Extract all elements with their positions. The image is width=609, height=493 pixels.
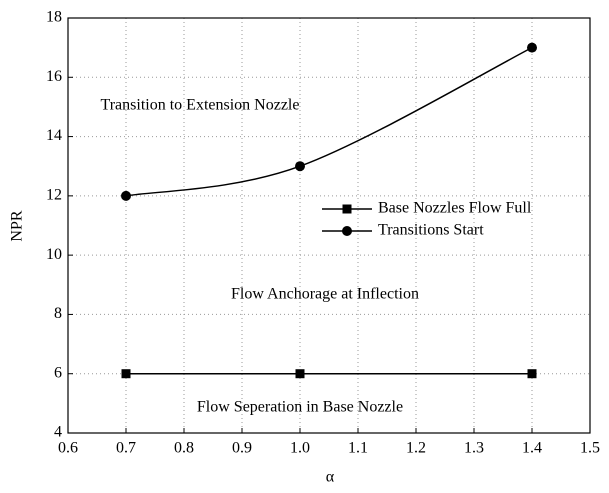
legend-marker <box>342 204 352 214</box>
point <box>527 369 537 379</box>
x-axis-label: α <box>326 469 335 486</box>
y-tick-label: 14 <box>46 127 62 144</box>
annotation: Transition to Extension Nozzle <box>101 97 300 114</box>
x-tick-label: 1.1 <box>348 440 368 457</box>
point <box>121 190 131 201</box>
y-tick-label: 18 <box>46 9 62 26</box>
annotation: Flow Seperation in Base Nozzle <box>197 399 403 416</box>
annotation: Flow Anchorage at Inflection <box>231 286 419 303</box>
legend-label: Transitions Start <box>378 222 484 239</box>
x-tick-label: 1.2 <box>406 440 426 457</box>
legend-label: Base Nozzles Flow Full <box>378 200 532 217</box>
x-tick-label: 1.4 <box>522 440 542 457</box>
plot-frame <box>67 17 591 434</box>
x-tick-label: 0.7 <box>116 440 136 457</box>
x-tick-label: 1.0 <box>290 440 310 457</box>
y-tick-label: 6 <box>54 364 62 381</box>
y-tick-label: 10 <box>46 246 62 263</box>
point <box>295 161 305 172</box>
y-tick-label: 8 <box>54 305 62 322</box>
y-tick-label: 16 <box>46 68 62 85</box>
x-tick-label: 1.3 <box>464 440 484 457</box>
point <box>527 42 537 53</box>
x-tick-label: 0.6 <box>58 440 78 457</box>
series-line <box>125 46 533 197</box>
y-tick-label: 12 <box>46 187 62 204</box>
y-tick-label: 4 <box>54 424 62 441</box>
point <box>295 369 305 379</box>
point <box>121 369 131 379</box>
x-tick-label: 0.8 <box>174 440 194 457</box>
x-tick-label: 1.5 <box>580 440 600 457</box>
legend-marker <box>342 226 352 236</box>
x-tick-label: 0.9 <box>232 440 252 457</box>
y-axis-label: NPR <box>9 210 26 241</box>
